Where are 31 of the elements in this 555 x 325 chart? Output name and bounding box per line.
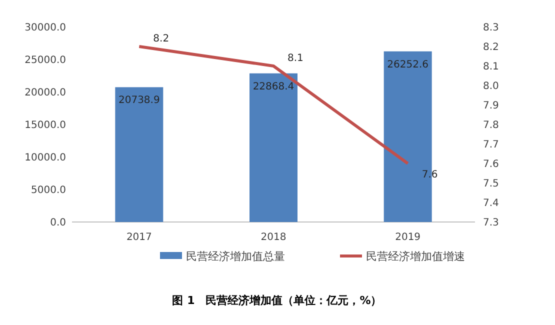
legend-label: 民营经济增加值增速 (366, 250, 465, 263)
y2-tick-label: 7.7 (483, 140, 499, 150)
x-tick-label: 2017 (126, 232, 152, 243)
y-tick-label: 5000.0 (31, 185, 66, 196)
y2-tick-label: 7.8 (483, 120, 499, 131)
text: 图 1 民营经济增加值（单位：亿元，%） (172, 294, 382, 307)
x-tick-label: 2018 (260, 232, 286, 243)
y-tick-label: 25000.0 (24, 55, 66, 66)
data-label: 8.2 (153, 34, 170, 44)
y2-tick-label: 7.9 (483, 100, 499, 112)
y2-tick-label: 7.5 (483, 178, 499, 190)
bar (115, 87, 164, 222)
y-tick-label: 10000.0 (24, 152, 66, 164)
y2-tick-label: 8.0 (483, 81, 499, 92)
y2-tick-label: 7.4 (483, 198, 499, 209)
y2-tick-label: 7.3 (483, 218, 499, 228)
y2-tick-label: 8.2 (483, 42, 499, 53)
y-tick-label: 30000.0 (24, 22, 66, 34)
y-tick-label: 20000.0 (24, 88, 66, 98)
x-tick-label: 2019 (395, 232, 421, 243)
data-label: 26252.6 (387, 59, 429, 70)
bar (250, 73, 298, 222)
data-label: 22868.4 (252, 81, 294, 92)
legend-label: 民营经济增加值总量 (186, 250, 285, 263)
y-tick-label: 15000.0 (24, 120, 66, 131)
y2-tick-label: 8.3 (483, 22, 499, 34)
data-label: 8.1 (288, 53, 304, 64)
y2-tick-label: 7.6 (483, 159, 499, 170)
y-tick-label: 0.0 (50, 218, 66, 228)
y2-tick-label: 8.1 (483, 62, 499, 72)
data-label: 20738.9 (118, 95, 160, 106)
